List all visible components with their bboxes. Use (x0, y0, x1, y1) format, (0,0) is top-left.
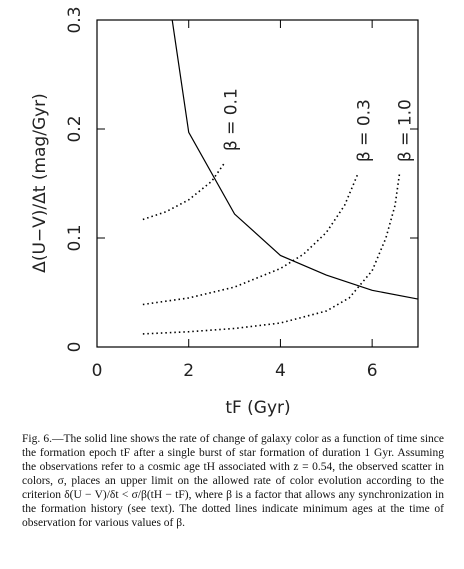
x-axis-label: tF (Gyr) (225, 398, 290, 418)
caption: Fig. 6.—The solid line shows the rate of… (22, 433, 444, 529)
x-tick-label: 6 (367, 361, 378, 381)
x-tick-label: 0 (92, 361, 103, 381)
x-tick-label: 2 (183, 361, 194, 381)
series-label: β = 0.3 (354, 99, 374, 162)
y-tick-label: 0.2 (65, 115, 85, 142)
plot-frame (96, 19, 419, 348)
solid-line (171, 19, 419, 300)
series-label: β = 1.0 (396, 99, 416, 162)
y-tick-label: 0.3 (65, 6, 85, 33)
y-tick-label: 0 (65, 342, 85, 353)
y-tick-label: 0.1 (65, 224, 85, 251)
x-tick-label: 4 (275, 361, 286, 381)
dotted-line (142, 172, 401, 335)
dotted-line (142, 172, 360, 306)
dotted-line (142, 161, 227, 221)
chart: tF (Gyr) Δ(U−V)/Δt (mag/Gyr) 0 2 4 6 0 0.1 0.2… (30, 6, 419, 418)
y-axis-label: Δ(U−V)/Δt (mag/Gyr) (30, 93, 50, 273)
series-label: β = 0.1 (221, 88, 241, 151)
